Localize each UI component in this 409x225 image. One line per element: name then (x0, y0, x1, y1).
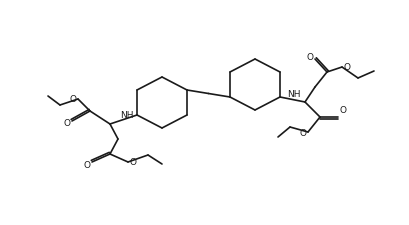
Text: NH: NH (286, 90, 299, 99)
Text: O: O (306, 52, 313, 61)
Text: O: O (63, 119, 70, 128)
Text: NH: NH (119, 110, 133, 119)
Text: O: O (343, 63, 350, 72)
Text: O: O (129, 158, 136, 167)
Text: O: O (83, 161, 90, 170)
Text: O: O (339, 106, 346, 115)
Text: O: O (299, 128, 306, 137)
Text: O: O (70, 95, 76, 104)
